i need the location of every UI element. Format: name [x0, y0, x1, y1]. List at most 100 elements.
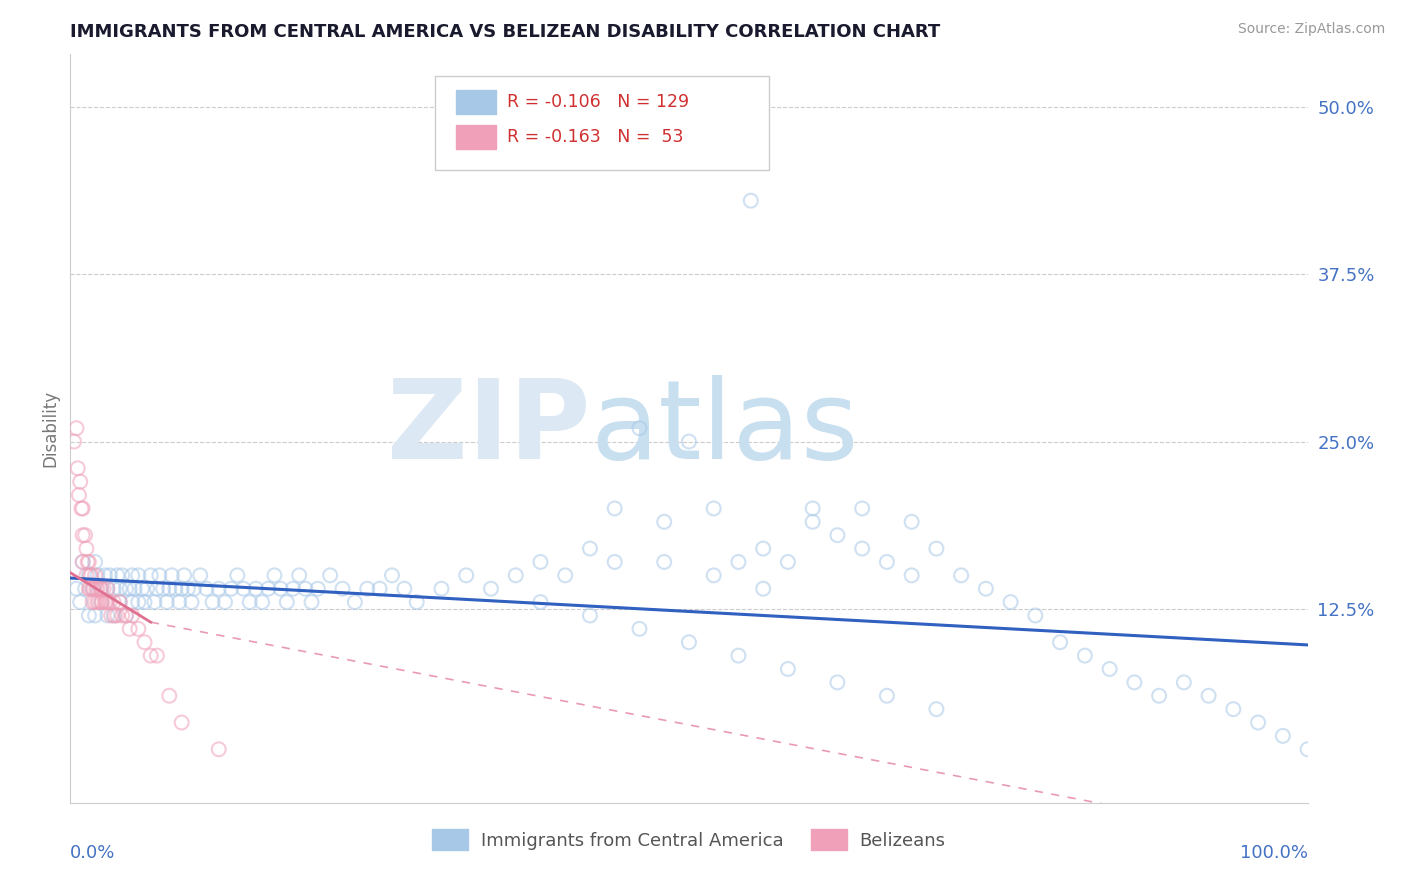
Point — [65, 582, 87, 596]
Point — [139, 648, 162, 663]
Point — [100, 608, 122, 623]
Point — [257, 582, 280, 596]
Point — [270, 582, 292, 596]
Point — [381, 568, 404, 582]
Point — [86, 582, 108, 596]
Point — [72, 555, 94, 569]
Point — [121, 595, 143, 609]
Point — [851, 541, 873, 556]
Point — [245, 582, 267, 596]
Point — [77, 582, 100, 596]
Point — [108, 582, 131, 596]
Point — [876, 555, 898, 569]
Point — [1296, 742, 1319, 756]
Point — [156, 595, 179, 609]
Point — [1098, 662, 1121, 676]
Point — [127, 622, 149, 636]
Point — [124, 582, 146, 596]
Point — [108, 595, 131, 609]
FancyBboxPatch shape — [436, 76, 769, 169]
Point — [1074, 648, 1097, 663]
Point — [84, 582, 107, 596]
Point — [86, 595, 108, 609]
Point — [87, 595, 110, 609]
Point — [263, 568, 285, 582]
Point — [66, 461, 89, 475]
Point — [925, 541, 948, 556]
Point — [96, 595, 118, 609]
Text: ZIP: ZIP — [387, 375, 591, 482]
Point — [727, 648, 749, 663]
Point — [146, 582, 169, 596]
Point — [90, 582, 112, 596]
Point — [1049, 635, 1071, 649]
Point — [678, 434, 700, 449]
Point — [94, 568, 117, 582]
Point — [127, 568, 149, 582]
Text: 100.0%: 100.0% — [1240, 844, 1308, 862]
Point — [456, 568, 478, 582]
Point — [157, 689, 180, 703]
Point — [239, 595, 262, 609]
Point — [63, 434, 86, 449]
Point — [148, 568, 170, 582]
Point — [86, 568, 108, 582]
Point — [703, 501, 725, 516]
Point — [208, 582, 231, 596]
Point — [118, 622, 141, 636]
Point — [75, 568, 97, 582]
Point — [82, 595, 104, 609]
Point — [177, 582, 200, 596]
Point — [90, 595, 112, 609]
Point — [195, 582, 218, 596]
Point — [96, 595, 118, 609]
Point — [950, 568, 973, 582]
Point — [294, 582, 316, 596]
Point — [65, 421, 87, 435]
Point — [83, 582, 105, 596]
Point — [368, 582, 391, 596]
Point — [740, 194, 762, 208]
Point — [131, 582, 153, 596]
Legend: Immigrants from Central America, Belizeans: Immigrants from Central America, Belizea… — [425, 822, 953, 857]
Point — [75, 541, 97, 556]
Point — [752, 541, 775, 556]
Point — [105, 568, 128, 582]
Point — [332, 582, 354, 596]
Point — [69, 475, 91, 489]
Point — [90, 582, 112, 596]
Point — [80, 568, 103, 582]
Point — [90, 595, 112, 609]
Point — [529, 555, 551, 569]
Point — [72, 555, 94, 569]
Point — [628, 421, 651, 435]
Point — [183, 582, 205, 596]
Point — [1247, 715, 1270, 730]
Point — [479, 582, 502, 596]
Point — [356, 582, 378, 596]
Point — [678, 635, 700, 649]
Point — [103, 608, 125, 623]
Point — [1123, 675, 1146, 690]
Point — [232, 582, 254, 596]
Point — [72, 501, 94, 516]
Point — [1000, 595, 1022, 609]
Point — [652, 555, 675, 569]
Point — [69, 595, 91, 609]
Point — [1173, 675, 1195, 690]
Point — [115, 608, 138, 623]
Point — [208, 742, 231, 756]
Point — [72, 528, 94, 542]
Point — [121, 608, 143, 623]
Point — [91, 595, 114, 609]
Text: atlas: atlas — [591, 375, 859, 482]
Point — [103, 582, 125, 596]
Point — [152, 582, 174, 596]
Point — [75, 528, 97, 542]
Point — [160, 568, 183, 582]
Point — [226, 568, 249, 582]
Point — [103, 595, 125, 609]
Point — [430, 582, 453, 596]
Point — [67, 488, 90, 502]
Bar — [457, 126, 496, 150]
